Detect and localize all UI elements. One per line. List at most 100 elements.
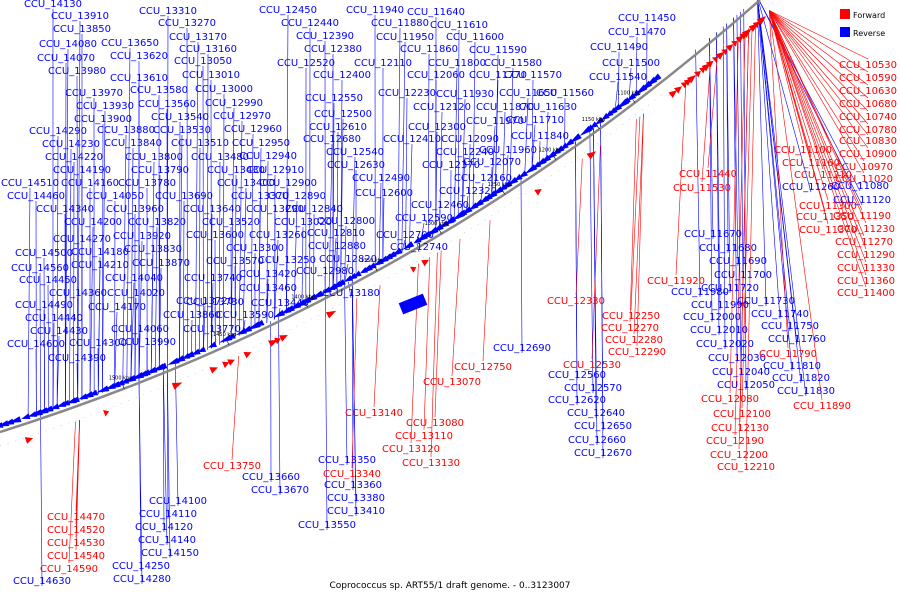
gene-label-ccu-12130: CCU_12130 [711,423,769,434]
reverse-gene-arrow [373,258,385,267]
gene-label-ccu-12840: CCU_12840 [285,204,343,215]
gene-label-ccu-11690: CCU_11690 [709,256,767,267]
reverse-gene-arrow [106,381,121,389]
reverse-gene-arrow [246,321,261,331]
reverse-gene-arrow [431,223,444,233]
gene-label-ccu-13120: CCU_13120 [382,444,440,455]
leader-line [509,67,514,187]
gene-label-ccu-13730: CCU_13730 [186,297,244,308]
leader-line [286,14,289,314]
leader-line [769,10,869,86]
gene-label-ccu-13900: CCU_13900 [74,114,132,125]
gene-label-ccu-13020: CCU_13020 [274,217,332,228]
leader-line [47,284,50,412]
gene-label-ccu-13170: CCU_13170 [169,32,227,43]
forward-gene-arrow [680,82,688,89]
gene-label-ccu-14430: CCU_14430 [30,326,88,337]
gene-label-ccu-14230: CCU_14230 [42,139,100,150]
gene-label-ccu-13740: CCU_13740 [184,273,242,284]
leader-line [293,200,298,310]
reverse-gene-arrow [140,369,151,376]
leader-line [39,272,41,415]
gene-label-ccu-12090: CCU_12090 [441,134,499,145]
leader-line [274,239,279,320]
leader-line [332,102,335,290]
leader-line [97,256,101,395]
gene-label-ccu-13480: CCU_13480 [191,152,249,163]
forward-gene-arrow [222,361,230,369]
reverse-gene-arrow [7,416,22,424]
gene-label-ccu-12230: CCU_12230 [378,88,436,99]
genome-backbone-arc [0,0,761,434]
gene-label-ccu-13350: CCU_13350 [318,455,376,466]
forward-gene-arrow [698,67,706,74]
leader-line [68,421,76,564]
gene-label-ccu-13590: CCU_13590 [216,310,274,321]
leader-line [695,49,701,298]
reverse-gene-arrow [171,355,186,364]
leader-line [469,143,471,213]
scale-tick-label: 1400 kbp [291,294,315,300]
gene-label-ccu-13140: CCU_13140 [345,408,403,419]
gene-label-ccu-10970: CCU_10970 [835,162,893,173]
forward-gene-arrow [227,359,235,366]
leader-line [729,37,739,394]
scale-tick-mark [305,303,308,308]
leader-line [405,97,408,251]
gene-label-ccu-14180: CCU_14180 [71,247,129,258]
gene-label-ccu-12650: CCU_12650 [574,421,632,432]
scale-tick-mark [502,190,506,195]
scale-ticks: 1100 kbp 1150 kbp 1200 kbp 1250 kbp 1300 kbp… [109,91,641,389]
gene-label-ccu-13290: CCU_13290 [246,204,304,215]
gene-label-ccu-13250: CCU_13250 [258,255,316,266]
gene-label-ccu-12290: CCU_12290 [608,347,666,358]
gene-label-ccu-13660: CCU_13660 [242,472,300,483]
gene-label-ccu-13340: CCU_13340 [323,469,381,480]
gene-label-ccu-12680: CCU_12680 [303,134,361,145]
leader-line [614,81,619,113]
gene-label-ccu-12460: CCU_12460 [411,200,469,211]
gene-label-ccu-13550: CCU_13550 [298,520,356,531]
gene-label-ccu-10900: CCU_10900 [839,149,897,160]
reverse-gene-arrow [305,293,318,302]
leader-line [707,54,718,169]
gene-label-ccu-13050: CCU_13050 [174,56,232,67]
reverse-gene-arrow [120,377,130,384]
gene-label-ccu-14280: CCU_14280 [113,574,171,585]
leader-line [538,140,541,167]
leader-line [102,123,104,393]
gene-label-ccu-12970: CCU_12970 [213,111,271,122]
gene-label-ccu-13580: CCU_13580 [130,85,188,96]
gene-label-ccu-14460: CCU_14460 [7,191,65,202]
gene-label-ccu-13600: CCU_13600 [186,230,244,241]
gene-label-ccu-11160: CCU_11160 [782,158,840,169]
leader-line [401,41,406,253]
gene-label-ccu-13750: CCU_13750 [203,461,261,472]
forward-gene-arrow [243,352,252,359]
reverse-gene-arrow [514,173,523,181]
leader-line [179,134,183,363]
gene-label-ccu-14390: CCU_14390 [48,353,106,364]
leader-line [56,135,59,409]
gene-label-ccu-11370: CCU_11370 [799,225,857,236]
gene-label-ccu-14440: CCU_14440 [25,313,83,324]
forward-gene-arrow [721,49,728,56]
forward-gene-arrow [735,35,744,43]
gene-label-ccu-11700: CCU_11700 [714,270,772,281]
gene-label-ccu-12080: CCU_12080 [701,394,759,405]
gene-label-ccu-14520: CCU_14520 [47,525,105,536]
gene-label-ccu-13010: CCU_13010 [182,70,240,81]
gene-label-ccu-12630: CCU_12630 [327,160,385,171]
reverse-gene-arrow [114,379,125,386]
gene-label-ccu-13540: CCU_13540 [151,112,209,123]
gene-label-ccu-11450: CCU_11450 [618,13,676,24]
gene-label-ccu-12810: CCU_12810 [307,228,365,239]
reverse-gene-arrow [460,206,473,216]
reverse-gene-arrow [594,116,605,126]
gene-label-ccu-13160: CCU_13160 [179,44,237,55]
gene-label-ccu-11670: CCU_11670 [684,229,742,240]
gene-label-ccu-14490: CCU_14490 [15,300,73,311]
leader-line [130,282,135,382]
gene-label-ccu-14110: CCU_14110 [139,509,197,520]
gene-label-ccu-14080: CCU_14080 [39,39,97,50]
